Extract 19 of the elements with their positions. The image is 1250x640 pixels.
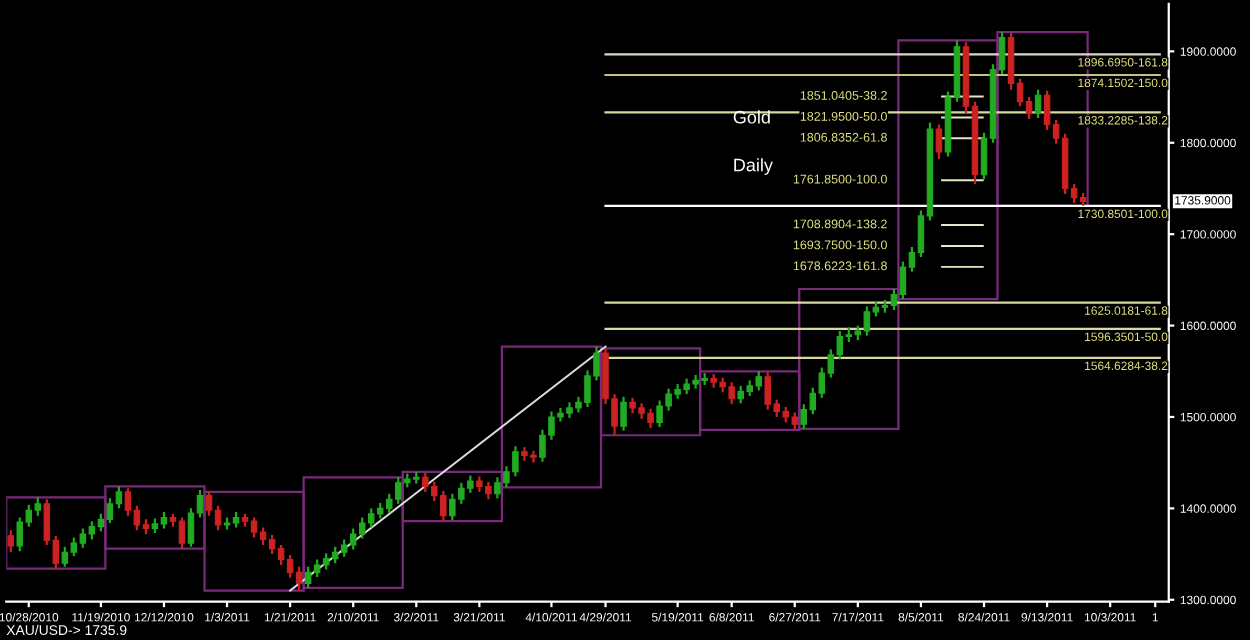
candlestick — [1034, 88, 1042, 120]
candlestick — [935, 123, 943, 161]
candlestick — [295, 565, 303, 592]
candlestick — [277, 543, 285, 567]
candlestick — [268, 533, 276, 556]
annotation: Daily — [734, 158, 773, 175]
candlestick — [178, 516, 186, 550]
candlestick — [620, 395, 627, 432]
candlestick — [250, 516, 258, 539]
candlestick — [106, 497, 114, 525]
annotation: Gold — [733, 110, 770, 124]
candlestick — [1043, 89, 1051, 132]
candlestick — [124, 487, 132, 517]
candlestick — [899, 260, 907, 301]
candlestick — [61, 545, 69, 568]
candlestick — [205, 490, 213, 517]
candlestick — [286, 553, 294, 579]
candlestick — [7, 529, 15, 554]
candlestick — [16, 516, 24, 553]
